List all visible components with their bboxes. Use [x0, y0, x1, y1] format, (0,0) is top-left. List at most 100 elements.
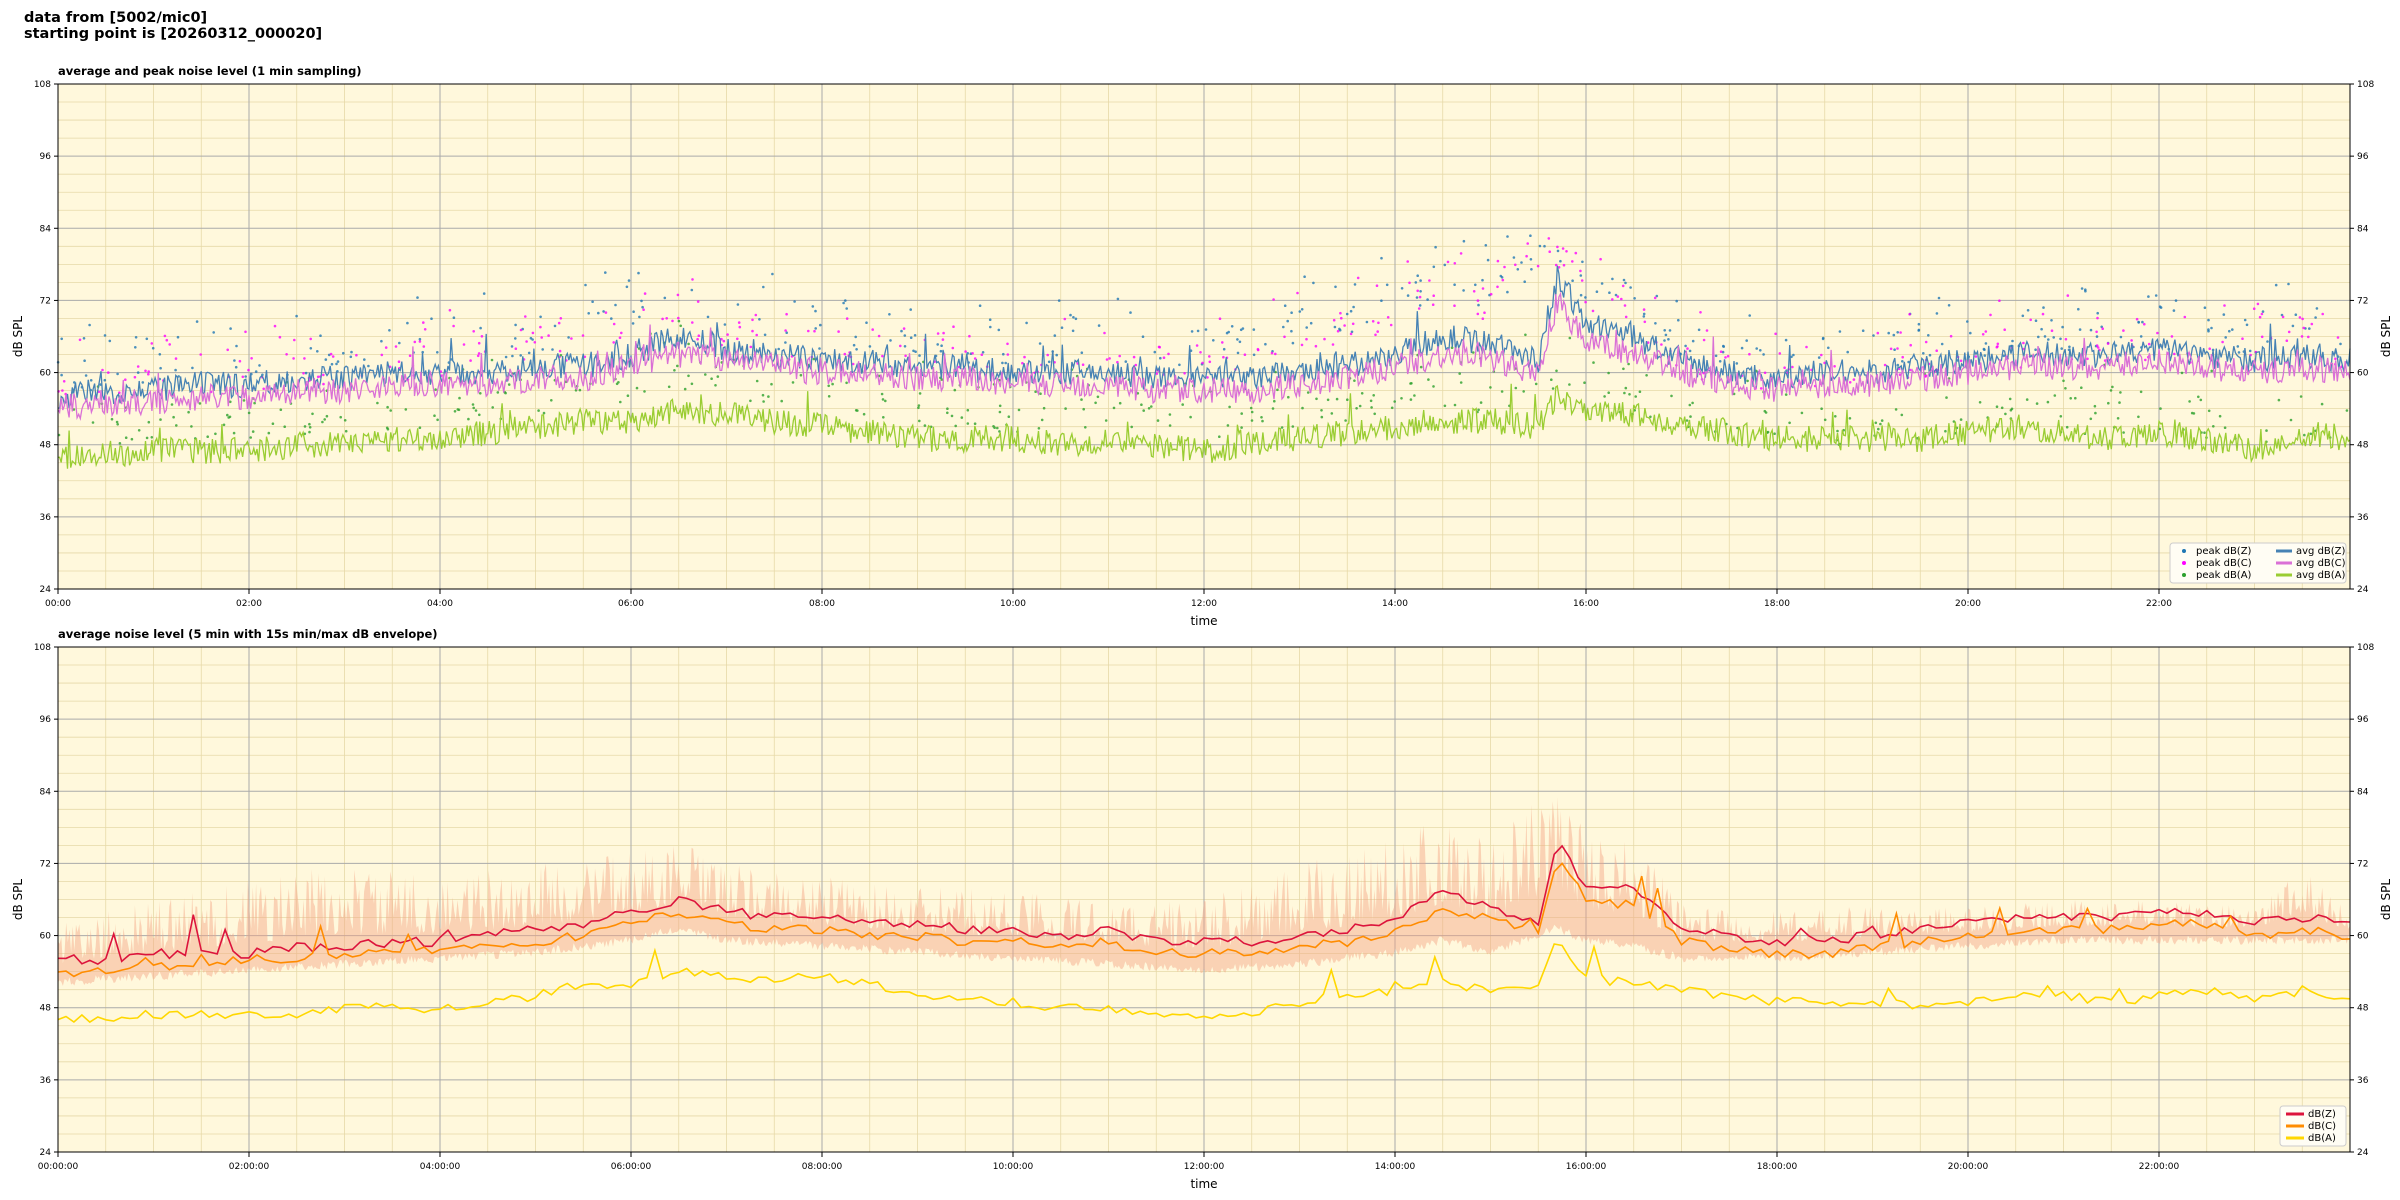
peak-point [308, 430, 311, 434]
peak-point [329, 352, 333, 356]
peak-point [1386, 316, 1390, 319]
peak-point [722, 339, 726, 343]
peak-point [1226, 424, 1230, 427]
peak-point [1996, 342, 2000, 346]
peak-point [247, 411, 251, 415]
peak-point [845, 317, 849, 320]
peak-point [471, 403, 475, 406]
peak-point [691, 321, 694, 324]
peak-point [696, 300, 700, 303]
peak-point [2210, 369, 2213, 373]
peak-point [2052, 336, 2055, 339]
peak-point [1917, 322, 1921, 326]
peak-point [1622, 367, 1625, 371]
peak-point [1350, 330, 1354, 334]
peak-point [1684, 344, 1687, 348]
peak-point [1616, 295, 1620, 298]
peak-point [980, 353, 984, 357]
peak-point [1132, 355, 1136, 359]
peak-point [1305, 326, 1308, 329]
peak-point [1805, 345, 1808, 349]
peak-point [1156, 419, 1160, 422]
peak-point [452, 324, 455, 328]
peak-point [477, 341, 481, 345]
peak-point [2034, 319, 2038, 323]
peak-point [477, 352, 481, 355]
peak-point [2180, 371, 2184, 375]
peak-point [749, 345, 753, 349]
peak-point [384, 346, 388, 349]
peak-point [1778, 352, 1782, 355]
peak-point [1053, 334, 1057, 337]
peak-point [1892, 333, 1896, 337]
peak-point [998, 430, 1001, 433]
peak-point [1377, 321, 1380, 325]
peak-point [2300, 335, 2304, 338]
peak-point [1861, 329, 1865, 333]
peak-point [939, 349, 943, 353]
peak-point [1496, 259, 1500, 263]
peak-point [1373, 412, 1376, 416]
peak-point [1800, 411, 1804, 415]
peak-point [936, 343, 939, 346]
peak-point [1390, 406, 1394, 410]
y-tick-label-right: 96 [2357, 152, 2369, 162]
peak-point [510, 345, 514, 348]
peak-point [2050, 319, 2053, 322]
peak-point [1724, 356, 1727, 359]
peak-point [687, 374, 690, 378]
peak-point [1663, 329, 1666, 332]
x-axis-label: time [1190, 1177, 1217, 1191]
peak-point [1358, 404, 1362, 408]
peak-point [176, 335, 180, 339]
x-tick-label: 12:00 [1191, 599, 1217, 609]
peak-point [888, 313, 891, 316]
peak-point [295, 314, 298, 318]
peak-point [1333, 325, 1337, 329]
x-tick-label: 20:00:00 [1948, 1162, 1989, 1172]
peak-point [2172, 309, 2176, 312]
peak-point [234, 365, 238, 369]
peak-point [547, 334, 550, 337]
peak-point [2190, 411, 2194, 415]
peak-point [2143, 322, 2146, 326]
peak-point [2109, 389, 2113, 392]
peak-point [1150, 405, 1153, 408]
peak-point [273, 324, 277, 328]
y-tick-label-right: 72 [2357, 859, 2368, 869]
peak-point [2285, 339, 2289, 343]
peak-point [1400, 397, 1403, 400]
peak-point [1046, 353, 1049, 357]
peak-point [540, 336, 543, 339]
peak-point [1069, 313, 1072, 317]
peak-point [1638, 390, 1642, 394]
series-line [57, 862, 2351, 978]
peak-point [1664, 333, 1668, 337]
peak-point [960, 416, 964, 419]
peak-point [677, 319, 681, 323]
series-line [57, 291, 2351, 421]
peak-point [1595, 290, 1599, 294]
peak-point [2037, 335, 2040, 339]
peak-point [144, 369, 147, 373]
peak-point [1218, 435, 1221, 439]
peak-point [1820, 407, 1823, 411]
peak-point [1017, 408, 1021, 412]
legend-label: avg dB(A) [2296, 570, 2346, 581]
peak-point [1624, 281, 1627, 285]
peak-point [762, 285, 765, 289]
peak-point [2077, 307, 2080, 311]
peak-point [1543, 244, 1546, 248]
peak-point [1129, 311, 1132, 314]
peak-point [1714, 354, 1718, 358]
peak-point [918, 392, 922, 395]
peak-point [973, 422, 977, 426]
peak-point [1759, 387, 1763, 390]
peak-point [1643, 320, 1647, 324]
peak-point [413, 340, 417, 344]
peak-point [1823, 361, 1826, 365]
peak-point [116, 423, 119, 426]
peak-point [1331, 343, 1335, 346]
peak-point [1901, 355, 1904, 359]
peak-point [406, 321, 409, 325]
